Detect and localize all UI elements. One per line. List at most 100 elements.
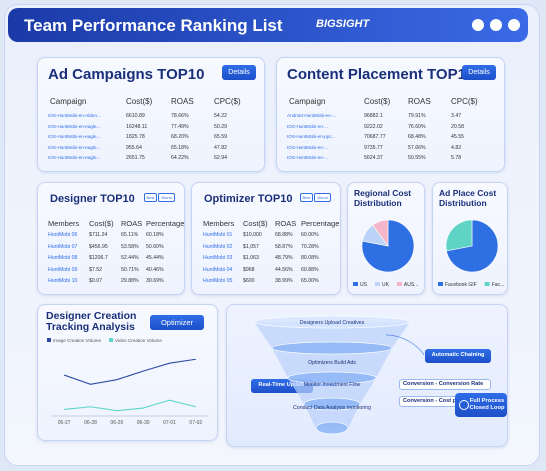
table-cell: 38.99% xyxy=(275,278,293,284)
column-header: Members xyxy=(203,219,235,228)
table-cell: 77.49% xyxy=(171,123,189,130)
window-dot[interactable] xyxy=(472,19,484,31)
closed-loop-badge[interactable]: Full Process Closed Loop xyxy=(455,393,507,417)
column-header: Cost($) xyxy=(243,219,268,228)
table-cell: 60.88% xyxy=(301,266,319,273)
sort-button[interactable]: Worst xyxy=(158,193,175,202)
legend-swatch xyxy=(374,282,380,286)
legend-swatch xyxy=(484,282,490,286)
legend-label: US xyxy=(360,282,368,288)
legend-label: Facebook GIF xyxy=(445,282,477,288)
chart: Facebook GIF Fac... xyxy=(438,219,504,288)
table-cell: 50.55% xyxy=(408,155,426,161)
table-cell: 4.82 xyxy=(451,144,462,151)
legend-swatch xyxy=(396,282,402,286)
column-header: Cost($) xyxy=(126,97,153,106)
panel-title: Designer TOP10 xyxy=(50,193,135,205)
table-cell: 50.29 xyxy=(214,123,227,130)
funnel-ring xyxy=(303,397,361,411)
table-cell: 60.18% xyxy=(146,232,164,238)
table-cell: $968 xyxy=(243,266,255,273)
table-cell: 60.00% xyxy=(301,232,319,238)
table-cell: 47.82 xyxy=(214,144,227,151)
table-cell: IOS-HuntMobi-en-... xyxy=(287,155,329,160)
funnel-ring xyxy=(315,421,349,435)
table-cell: $0.07 xyxy=(89,278,102,284)
sort-button[interactable]: Best xyxy=(300,193,313,202)
column-header: ROAS xyxy=(121,219,143,228)
panel-title: Ad Campaigns TOP10 xyxy=(48,66,205,83)
column-header: CPC($) xyxy=(214,97,241,106)
column-header: Percentage xyxy=(301,219,340,228)
table-cell: HuntMobi 05 xyxy=(203,278,233,284)
table-cell: 54.22 xyxy=(214,113,227,119)
series-line xyxy=(64,399,196,412)
funnel-ring xyxy=(253,315,411,329)
window-dot[interactable] xyxy=(490,19,502,31)
chart-title: Designer Creation Tracking Analysis xyxy=(46,310,137,334)
table-cell: 9735.77 xyxy=(364,144,383,151)
table-cell: 48.79% xyxy=(275,255,293,261)
table-cell: $1,057 xyxy=(243,243,259,250)
legend-swatch xyxy=(438,282,443,286)
sort-button[interactable]: Best xyxy=(144,193,157,202)
table-cell: 65.18% xyxy=(171,144,189,151)
table-cell: 50.60% xyxy=(146,243,164,250)
logo: BIGSIGHT xyxy=(316,18,370,30)
table-cell: HuntMobi 10 xyxy=(48,278,78,284)
optimizer-button[interactable]: Optimizer xyxy=(150,315,204,330)
chart: 06-27 06-28 06-29 06-30 07-01 07-02 Image Crea… xyxy=(47,338,209,426)
chart: Designers Upload Creatives Optimizers Bui… xyxy=(253,315,425,435)
column-header: ROAS xyxy=(171,97,194,106)
table-cell: 1825.78 xyxy=(126,134,145,140)
table-cell: IOS-HuntMobi-en-eagle... xyxy=(48,144,101,150)
table-cell: 3.47 xyxy=(451,113,462,119)
x-tick-label: 06-30 xyxy=(137,420,150,426)
page-title: Team Performance Ranking List xyxy=(24,16,283,35)
table-cell: IOS-HuntMobi-en-... xyxy=(287,123,329,129)
table-cell: 53.58% xyxy=(121,243,139,250)
pie-slice xyxy=(372,219,389,247)
window-dot[interactable] xyxy=(508,19,520,31)
table-cell: 45.44% xyxy=(146,255,164,261)
panel-title: Content Placement TOP10 xyxy=(287,66,475,83)
x-tick-label: 06-29 xyxy=(110,420,123,426)
table-cell: IOS-HuntMobi-en-eagle... xyxy=(48,123,101,129)
table-cell: 79.91% xyxy=(408,113,426,119)
funnel-ring xyxy=(271,341,393,355)
table-cell: 44.56% xyxy=(275,266,293,273)
column-header: Members xyxy=(48,219,80,228)
table-cell: 70687.77 xyxy=(364,134,386,140)
table-cell: HuntMobi 02 xyxy=(203,243,233,250)
table-cell: 57.66% xyxy=(408,144,426,151)
column-header: CPC($) xyxy=(451,97,478,106)
sort-button[interactable]: Worst xyxy=(314,193,331,202)
table-cell: 96882.1 xyxy=(364,113,383,119)
line-panel: Designer Creation Tracking Analysis Optim… xyxy=(37,304,218,441)
column-header: Percentage xyxy=(146,219,185,228)
chart: US UK AUS... xyxy=(353,219,418,288)
table-cell: IOS-HuntMobi-en-eagle... xyxy=(48,155,101,160)
table-cell: $10,000 xyxy=(243,232,262,238)
column-header: Cost($) xyxy=(89,219,114,228)
legend-label: Image Creation Volume xyxy=(53,338,101,343)
details-button[interactable]: Details xyxy=(462,65,496,80)
table-cell: 65.00% xyxy=(301,278,319,284)
series-line xyxy=(63,358,196,385)
table-cell: 78.66% xyxy=(171,113,189,119)
table-cell: 68.20% xyxy=(171,134,189,140)
chart-title: Ad Place Cost Distribution xyxy=(439,188,497,208)
details-button[interactable]: Details xyxy=(222,65,256,80)
table-cell: $7.52 xyxy=(89,266,102,273)
table-cell: 30.69% xyxy=(146,278,164,284)
table-cell: 68.88% xyxy=(275,232,293,238)
table-cell: HuntMobi 09 xyxy=(48,266,78,273)
legend-swatch xyxy=(109,338,114,342)
pie-slice xyxy=(445,219,473,252)
table-cell: 5624.37 xyxy=(364,155,383,161)
table-cell: 76.60% xyxy=(408,123,426,130)
table-cell: 62.94 xyxy=(214,155,227,161)
table-cell: IOS-HuntMobi-en-eagle... xyxy=(48,134,101,139)
pie-slice xyxy=(361,219,415,273)
